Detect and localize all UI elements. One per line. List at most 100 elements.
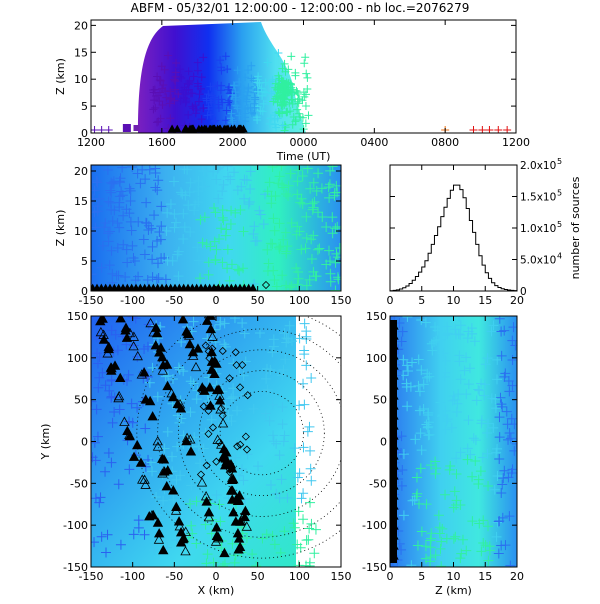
source-mark [311, 525, 321, 535]
x-height-ylabel: Z (km) [54, 210, 67, 247]
source-mark [302, 70, 310, 78]
source-mark [295, 468, 305, 478]
y-tick-label: 150 [67, 310, 88, 323]
source-mark [298, 514, 308, 524]
source-mark [306, 519, 316, 529]
plan-view-ylabel: Y (km) [39, 424, 52, 461]
source-mark [306, 373, 316, 383]
histogram-bin [438, 227, 441, 291]
source-mark [303, 74, 311, 82]
histogram-steps [390, 185, 517, 291]
x-tick-label: 100 [289, 570, 310, 583]
time-height-density [138, 22, 306, 133]
y-tick-label: -50 [369, 477, 387, 490]
x-tick-label: 0000 [290, 136, 318, 149]
source-mark [301, 53, 309, 61]
source-mark [304, 422, 314, 432]
y-tick-label: 20 [74, 19, 88, 32]
source-mark [302, 535, 312, 545]
figure-title: ABFM - 05/32/01 12:00:00 - 12:00:00 - nb… [0, 1, 600, 15]
y-tick-label: 15 [74, 46, 88, 59]
square-mark [123, 124, 131, 132]
x-tick-label: 150 [331, 570, 352, 583]
x-tick-label: 15 [478, 294, 492, 307]
source-mark [295, 333, 305, 343]
source-mark [305, 498, 315, 508]
y-tick-label: -100 [63, 519, 88, 532]
x-tick-label: 0 [387, 294, 394, 307]
x-tick-label: 100 [289, 294, 310, 307]
x-tick-label: 2000 [219, 136, 247, 149]
y-tick-label: -150 [362, 561, 387, 574]
histogram-bin [447, 198, 450, 291]
y-tick-label: -100 [362, 519, 387, 532]
height-y-xlabel: Z (km) [435, 584, 472, 597]
histogram-bin [457, 185, 460, 291]
y-tick-label: -50 [70, 477, 88, 490]
y-tick-label: 0 [81, 285, 88, 298]
y-tick-label: 10 [74, 73, 88, 86]
x-tick-label: -100 [120, 570, 145, 583]
x-tick-label: 5 [418, 294, 425, 307]
y-tick-label: 50 [74, 394, 88, 407]
x-tick-label: 20 [510, 570, 524, 583]
source-mark [301, 360, 311, 370]
y-tick-label: 5 [81, 100, 88, 113]
x-height-data [86, 160, 345, 296]
histogram-data [390, 185, 517, 291]
x-tick-label: 0 [213, 294, 220, 307]
source-mark [302, 102, 310, 110]
source-mark [309, 548, 319, 558]
histogram-ytick-exponent: 5 [557, 157, 562, 166]
x-tick-label: 10 [447, 294, 461, 307]
x-tick-label: 5 [418, 570, 425, 583]
source-mark [287, 52, 295, 60]
y-tick-label: 15 [74, 195, 88, 208]
y-tick-label: -150 [63, 561, 88, 574]
y-tick-label: 0 [81, 127, 88, 140]
y-tick-label: 150 [366, 310, 387, 323]
x-tick-label: 0800 [431, 136, 459, 149]
source-mark [306, 476, 316, 486]
histogram-ylabel: number of sources [569, 176, 582, 279]
x-tick-label: -100 [120, 294, 145, 307]
y-tick-label: 5 [81, 255, 88, 268]
histogram-ytick-label: 1.5x10 [520, 192, 556, 204]
histogram-bin [441, 217, 444, 291]
histogram-axes-frame [390, 165, 517, 291]
time-height-xlabel: Time (UT) [276, 150, 331, 163]
histogram-ytick-exponent: 5 [557, 220, 562, 229]
y-tick-label: 100 [366, 352, 387, 365]
histogram-ytick-exponent: 5 [557, 189, 562, 198]
x-tick-label: -50 [165, 570, 183, 583]
x-tick-label: 1200 [502, 136, 530, 149]
square-mark [134, 125, 140, 131]
x-tick-label: 50 [251, 294, 265, 307]
histogram-ytick-label: 1.0x10 [520, 223, 556, 235]
y-tick-label: 50 [373, 394, 387, 407]
source-mark [297, 493, 307, 503]
time-height-data [91, 22, 512, 134]
time-height-ylabel: Z (km) [54, 58, 67, 95]
plan-view-data [86, 308, 386, 571]
histogram-ytick-label: 5.0x10 [520, 255, 556, 267]
triangle-mark [206, 311, 215, 319]
histogram-ytick-exponent: 4 [557, 252, 562, 261]
histogram-bin [454, 185, 457, 291]
x-tick-label: 10 [447, 570, 461, 583]
x-tick-label: 1600 [148, 136, 176, 149]
y-tick-label: 100 [67, 352, 88, 365]
y-tick-label: 20 [74, 165, 88, 178]
source-mark [300, 59, 308, 67]
x-tick-label: 150 [331, 294, 352, 307]
height-y-data [386, 311, 522, 571]
source-mark [303, 427, 313, 437]
y-tick-label: 0 [81, 436, 88, 449]
x-tick-label: 15 [478, 570, 492, 583]
histogram-ytick-label: 2.0x10 [520, 160, 556, 172]
source-mark [300, 319, 310, 329]
histogram-bin [463, 198, 466, 291]
